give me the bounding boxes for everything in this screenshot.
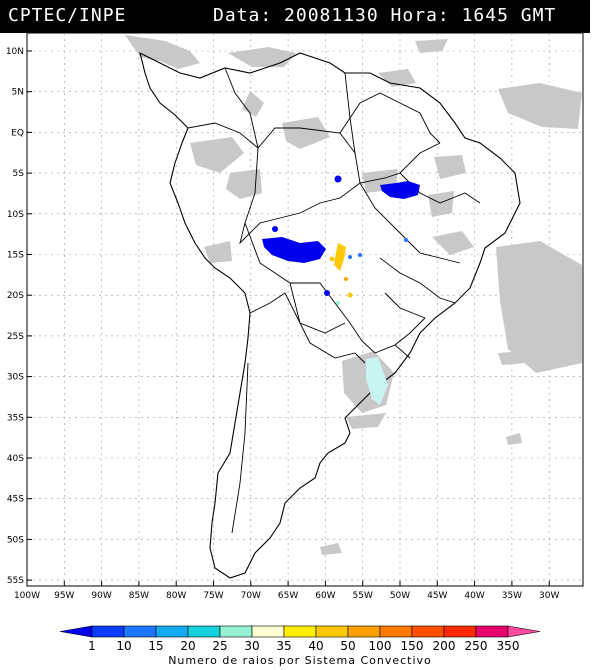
colorbar-label: 150 bbox=[401, 639, 424, 653]
lightning-cluster bbox=[262, 237, 326, 263]
colorbar-swatch bbox=[347, 625, 381, 638]
longitude-labels: 100W 95W 90W 85W 80W 75W 70W 65W 60W 55W 50W 45W 40W… bbox=[14, 591, 560, 601]
longitude-label: 30W bbox=[539, 591, 559, 601]
source-label: CPTEC/INPE bbox=[8, 5, 127, 26]
colorbar-swatch bbox=[443, 625, 477, 638]
colorbar-swatch bbox=[187, 625, 221, 638]
longitude-label: 70W bbox=[241, 591, 261, 601]
latitude-label: 5S bbox=[13, 169, 25, 179]
colorbar-label: 250 bbox=[465, 639, 488, 653]
datetime-label: Data: 20081130 Hora: 1645 GMT bbox=[213, 5, 557, 26]
colorbar-swatch bbox=[315, 625, 349, 638]
longitude-label: 55W bbox=[353, 591, 373, 601]
cloud-cover bbox=[125, 35, 582, 555]
longitude-label: 95W bbox=[54, 591, 74, 601]
lightning-cluster bbox=[358, 253, 362, 257]
continent-outline bbox=[139, 51, 521, 579]
longitude-label: 80W bbox=[166, 591, 186, 601]
latitude-label: 45S bbox=[7, 495, 24, 505]
lightning-cluster bbox=[404, 238, 408, 242]
latitude-label: 50S bbox=[7, 535, 24, 545]
colorbar-swatch bbox=[283, 625, 317, 638]
latitude-label: EQ bbox=[11, 128, 24, 138]
lightning-cluster bbox=[272, 226, 278, 232]
colorbar-swatch bbox=[219, 625, 253, 638]
lightning-cluster bbox=[334, 243, 346, 271]
colorbar-label: 50 bbox=[340, 639, 355, 653]
latitude-label: 25S bbox=[7, 332, 24, 342]
longitude-label: 90W bbox=[91, 591, 111, 601]
colorbar-label: 15 bbox=[148, 639, 163, 653]
colorbar-swatch bbox=[251, 625, 285, 638]
colorbar-swatch bbox=[379, 625, 413, 638]
colorbar: 1 10 15 20 25 30 35 40 50 100 150 200 250 350 bbox=[59, 625, 541, 653]
colorbar-label: 25 bbox=[212, 639, 227, 653]
lightning-cluster bbox=[329, 256, 335, 262]
longitude-label: 100W bbox=[14, 591, 40, 601]
colorbar-label: 30 bbox=[244, 639, 259, 653]
colorbar-swatch bbox=[411, 625, 445, 638]
colorbar-label: 10 bbox=[116, 639, 131, 653]
longitude-label: 75W bbox=[203, 591, 223, 601]
map-header: CPTEC/INPE Data: 20081130 Hora: 1645 GMT bbox=[0, 0, 590, 33]
lightning-cluster bbox=[344, 277, 348, 281]
latitude-label: 35S bbox=[7, 413, 24, 423]
longitude-label: 40W bbox=[464, 591, 484, 601]
latitude-label: 10N bbox=[6, 47, 24, 57]
lightning-cluster bbox=[347, 292, 353, 298]
longitude-label: 65W bbox=[278, 591, 298, 601]
latitude-label: 15S bbox=[7, 251, 24, 261]
lightning-cluster bbox=[380, 181, 420, 199]
lightning-cluster bbox=[334, 175, 342, 183]
colorbar-label: 20 bbox=[180, 639, 195, 653]
lightning-clusters bbox=[262, 175, 420, 405]
lightning-cluster bbox=[336, 301, 340, 305]
colorbar-swatch bbox=[507, 625, 541, 638]
colorbar-label: 200 bbox=[433, 639, 456, 653]
map-frame bbox=[26, 33, 584, 587]
colorbar-swatch bbox=[475, 625, 509, 638]
longitude-label: 45W bbox=[427, 591, 447, 601]
colorbar-label: 350 bbox=[497, 639, 520, 653]
latitude-label: 5N bbox=[12, 88, 24, 98]
colorbar-swatch bbox=[123, 625, 157, 638]
latitude-label: 10S bbox=[7, 210, 24, 220]
lightning-cluster bbox=[366, 357, 388, 405]
latitude-label: 55S bbox=[7, 576, 24, 586]
graticule bbox=[26, 33, 583, 586]
latitude-label: 40S bbox=[7, 454, 24, 464]
longitude-label: 50W bbox=[390, 591, 410, 601]
lightning-cluster bbox=[324, 290, 330, 296]
colorbar-label: 1 bbox=[88, 639, 96, 653]
longitude-label: 60W bbox=[315, 591, 335, 601]
colorbar-swatch bbox=[59, 625, 93, 638]
latitude-label: 20S bbox=[7, 291, 24, 301]
colorbar-label: 40 bbox=[308, 639, 323, 653]
latitude-labels: 10N 5N EQ 5S 10S 15S 20S 25S 30S 35S 40S 45S 50S 55S bbox=[6, 47, 24, 586]
colorbar-label: 100 bbox=[369, 639, 392, 653]
colorbar-caption: Numero de raios por Sistema Convectivo bbox=[168, 654, 432, 667]
lightning-map: 10N5NEQ5S10S15S20S25S30S35S40S45S50S55S … bbox=[6, 33, 584, 601]
longitude-label: 85W bbox=[129, 591, 149, 601]
colorbar-swatch bbox=[91, 625, 125, 638]
longitude-label: 35W bbox=[502, 591, 522, 601]
lightning-cluster bbox=[348, 255, 352, 259]
colorbar-label: 35 bbox=[276, 639, 291, 653]
latitude-label: 30S bbox=[7, 373, 24, 383]
colorbar-swatch bbox=[155, 625, 189, 638]
